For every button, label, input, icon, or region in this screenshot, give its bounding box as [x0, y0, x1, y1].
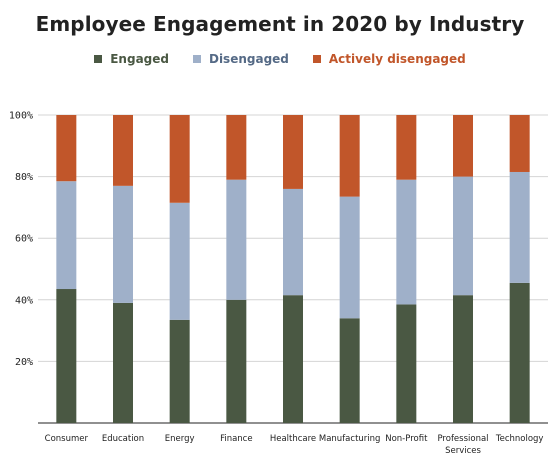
- bar-disengaged: [453, 176, 473, 296]
- legend-swatch-disengaged: [192, 55, 201, 63]
- y-tick-label: 60%: [15, 234, 33, 245]
- bar-actively-disengaged: [113, 115, 133, 186]
- bar-actively-disengaged: [453, 115, 473, 177]
- y-tick-label: 80%: [15, 172, 33, 183]
- x-tick-label: Professional: [437, 434, 488, 444]
- x-tick-label: Non-Profit: [385, 434, 428, 444]
- bar-actively-disengaged: [339, 115, 360, 197]
- legend: Engaged Disengaged Actively disengaged: [0, 52, 560, 66]
- legend-item-actively-disengaged: Actively disengaged: [312, 52, 466, 66]
- bar-actively-disengaged: [56, 115, 77, 182]
- bar-actively-disengaged: [283, 115, 303, 189]
- bar-disengaged: [509, 171, 530, 283]
- legend-label-engaged: Engaged: [110, 52, 169, 66]
- chart-title: Employee Engagement in 2020 by Industry: [35, 12, 525, 36]
- bar-engaged: [396, 304, 417, 423]
- legend-item-engaged: Engaged: [94, 52, 169, 66]
- legend-item-disengaged: Disengaged: [192, 52, 289, 66]
- x-tick-label: Energy: [165, 434, 195, 444]
- bar-disengaged: [56, 181, 77, 290]
- y-tick-label: 20%: [15, 357, 33, 368]
- x-tick-label: Education: [102, 434, 144, 444]
- bar-engaged: [339, 318, 360, 423]
- bar-disengaged: [169, 202, 190, 320]
- bar-engaged: [113, 302, 133, 423]
- y-tick-label: 100%: [9, 111, 33, 122]
- x-tick-label: Services: [445, 446, 481, 456]
- bar-disengaged: [396, 179, 417, 305]
- x-tick-label: Manufacturing: [319, 434, 381, 444]
- bar-actively-disengaged: [169, 115, 190, 203]
- x-tick-label: Healthcare: [270, 434, 316, 444]
- bar-disengaged: [113, 185, 133, 303]
- bar-engaged: [509, 282, 530, 423]
- bar-engaged: [56, 289, 77, 423]
- bar-disengaged: [283, 188, 303, 296]
- bar-engaged: [169, 319, 190, 423]
- x-tick-label: Finance: [220, 434, 253, 444]
- bar-disengaged: [226, 179, 247, 300]
- bar-actively-disengaged: [396, 115, 417, 180]
- bar-actively-disengaged: [226, 115, 247, 180]
- bar-engaged: [283, 295, 303, 423]
- legend-swatch-actively-disengaged: [312, 55, 321, 63]
- legend-label-disengaged: Disengaged: [208, 52, 289, 66]
- legend-swatch-engaged: [94, 55, 103, 63]
- x-tick-label: Technology: [495, 434, 544, 444]
- bar-engaged: [226, 299, 247, 423]
- bar-engaged: [453, 295, 473, 423]
- bar-actively-disengaged: [509, 115, 530, 172]
- y-tick-label: 40%: [15, 295, 33, 306]
- legend-label-actively-disengaged: Actively disengaged: [328, 52, 466, 66]
- x-tick-label: Consumer: [45, 434, 89, 444]
- bar-disengaged: [339, 196, 360, 319]
